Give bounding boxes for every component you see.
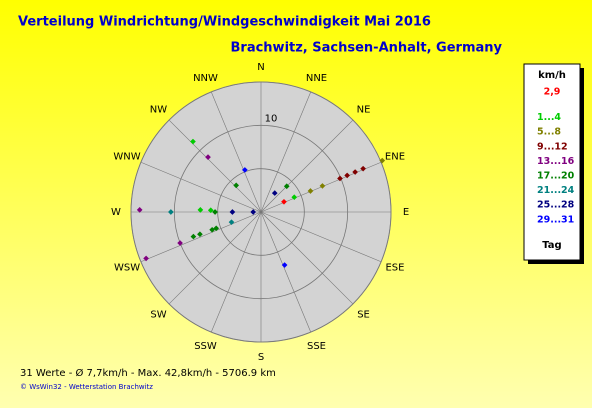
direction-label: NNE	[306, 73, 327, 84]
direction-label: NE	[357, 104, 371, 115]
data-point	[352, 169, 358, 175]
data-point	[213, 225, 220, 232]
data-point	[307, 188, 314, 194]
direction-label: E	[403, 207, 409, 218]
spoke	[260, 211, 382, 263]
spoke	[260, 211, 354, 305]
legend-entry: 1...4	[537, 112, 561, 123]
data-point	[205, 154, 211, 160]
data-point	[197, 231, 203, 238]
data-point	[197, 207, 204, 213]
legend-footer: Tag	[542, 240, 561, 251]
direction-label: ESE	[385, 262, 404, 273]
direction-label: ENE	[385, 152, 405, 163]
data-point	[229, 209, 236, 215]
data-point	[319, 183, 326, 189]
data-point	[207, 207, 214, 214]
data-point	[379, 157, 386, 164]
data-point	[190, 233, 197, 240]
spoke	[260, 119, 354, 213]
legend-entry: 29...31	[537, 214, 574, 225]
direction-label: SSW	[194, 341, 217, 352]
chart-title: Verteilung Windrichtung/Windgeschwindigk…	[18, 15, 431, 30]
legend-entry: 17...20	[537, 171, 575, 182]
direction-label: SE	[357, 310, 370, 321]
spoke	[168, 119, 262, 213]
spoke	[210, 91, 262, 213]
spoke	[140, 211, 262, 263]
direction-label: WSW	[114, 262, 140, 273]
spoke	[210, 211, 262, 333]
credit: © WsWin32 - Wetterstation Brachwitz	[20, 383, 153, 391]
data-point	[281, 262, 288, 268]
direction-label: NNW	[193, 73, 218, 84]
legend-title: km/h	[538, 70, 566, 81]
data-point	[337, 175, 343, 182]
spoke	[140, 161, 262, 213]
direction-label: WNW	[113, 152, 140, 163]
data-point	[242, 167, 248, 173]
r-tick-label: 10	[265, 113, 278, 124]
legend-entry: 9...12	[537, 141, 568, 152]
legend-entry: 21...24	[537, 185, 575, 196]
data-point	[190, 138, 196, 145]
data-point	[360, 165, 366, 172]
data-point	[271, 190, 278, 196]
data-point	[168, 209, 174, 215]
direction-label: S	[258, 352, 264, 363]
direction-label: W	[111, 207, 121, 218]
data-point	[228, 219, 235, 225]
data-point	[291, 194, 298, 201]
legend-entry: 13...16	[537, 156, 575, 167]
data-point	[281, 198, 287, 205]
data-point	[233, 182, 240, 189]
data-point	[136, 207, 143, 213]
direction-label: N	[257, 62, 264, 73]
chart-subtitle: Brachwitz, Sachsen-Anhalt, Germany	[231, 41, 503, 56]
data-point	[250, 209, 257, 215]
footer: 31 Werte - Ø 7,7km/h - Max. 42,8km/h - 5…	[20, 367, 276, 379]
legend-entry: 2,9	[544, 87, 561, 98]
spoke	[260, 91, 312, 213]
data-point	[344, 172, 350, 179]
data-point	[283, 183, 290, 190]
direction-label: SW	[150, 310, 166, 321]
direction-label: SSE	[307, 341, 326, 352]
legend-box	[523, 63, 581, 261]
data-point	[212, 209, 218, 215]
spoke	[260, 211, 312, 333]
spoke	[168, 211, 262, 305]
legend-entry: 5...8	[537, 127, 561, 138]
legend-entry: 25...28	[537, 200, 575, 211]
data-point	[143, 255, 149, 262]
direction-label: NW	[150, 104, 167, 115]
